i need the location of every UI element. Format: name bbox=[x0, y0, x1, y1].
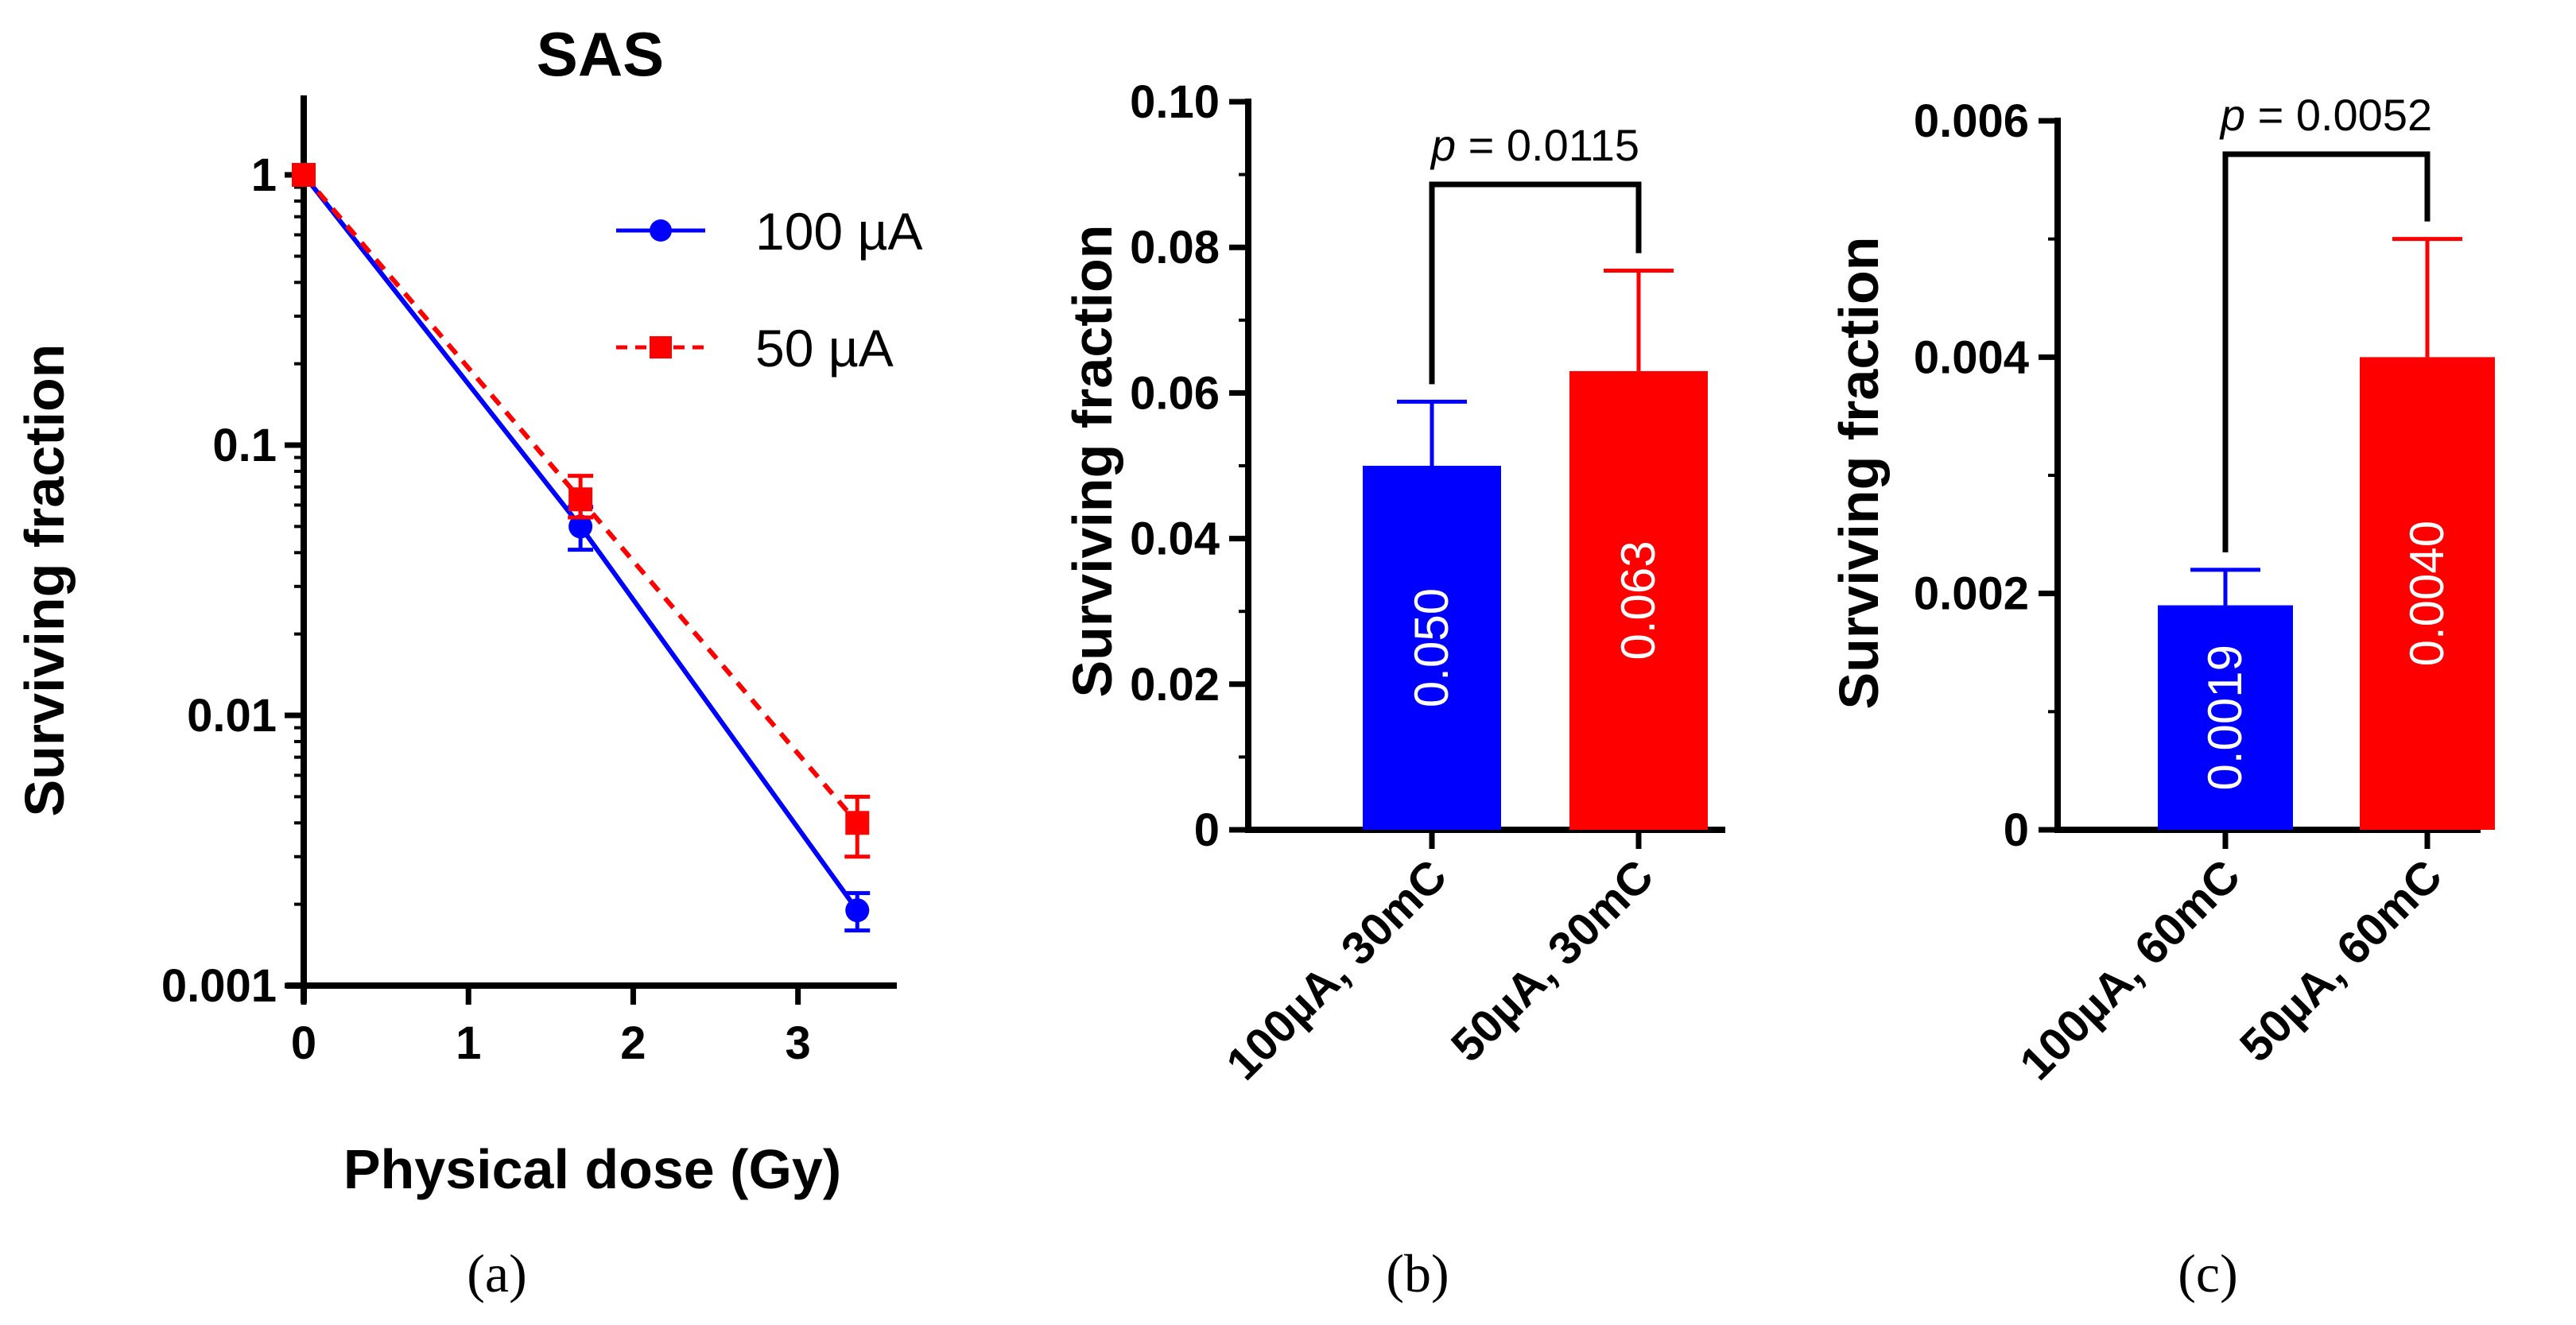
bar-value-label: 0.050 bbox=[1405, 588, 1458, 707]
bar-value-label: 0.0040 bbox=[2400, 521, 2454, 667]
y-tick-label: 0.001 bbox=[161, 960, 277, 1012]
data-point bbox=[568, 514, 593, 539]
data-point bbox=[292, 163, 316, 187]
panel-caption: (a) bbox=[467, 1243, 526, 1304]
y-tick-label: 0.04 bbox=[1130, 513, 1220, 565]
data-point bbox=[845, 811, 870, 835]
y-axis-label: Surviving fraction bbox=[1828, 236, 1890, 709]
y-tick-label: 0 bbox=[1194, 804, 1220, 856]
bar-value-label: 0.063 bbox=[1612, 540, 1665, 660]
legend-label-50ua: 50 µA bbox=[755, 319, 894, 378]
x-tick-label: 50µA, 30mC bbox=[1441, 850, 1663, 1071]
y-tick-label: 0 bbox=[2004, 804, 2029, 856]
legend-label-100ua: 100 µA bbox=[755, 202, 923, 261]
y-tick-label: 0.1 bbox=[212, 420, 277, 471]
bar bbox=[1569, 370, 1708, 830]
data-point bbox=[845, 898, 870, 923]
chart-title: SAS bbox=[537, 19, 664, 89]
y-axis-label: Surviving fraction bbox=[1061, 224, 1123, 697]
bar bbox=[1363, 466, 1501, 830]
bar bbox=[2158, 605, 2293, 830]
p-value-label: p = 0.0115 bbox=[1430, 120, 1639, 170]
significance-bracket bbox=[1429, 181, 1642, 385]
panel-caption: (b) bbox=[1386, 1243, 1449, 1304]
y-tick-label: 0.004 bbox=[1914, 331, 2029, 383]
data-point bbox=[568, 487, 593, 512]
bar-value-label: 0.0019 bbox=[2198, 645, 2252, 791]
legend: 100 µA 50 µA bbox=[616, 202, 923, 378]
p-symbol: p bbox=[2219, 90, 2245, 140]
panel-c-bar-chart: Surviving fraction (c) 0 0.002 0.004 0.006 1… bbox=[1828, 90, 2495, 1304]
panel-caption: (c) bbox=[2178, 1243, 2237, 1304]
x-tick-label: 3 bbox=[786, 1017, 811, 1069]
y-tick-label: 0.002 bbox=[1914, 568, 2029, 620]
p-value-text: = 0.0052 bbox=[2245, 90, 2432, 140]
y-axis-label: Surviving fraction bbox=[14, 343, 76, 816]
panel-b-bar-chart: Surviving fraction (b) 0 0.02 0.04 0.06 0.08… bbox=[1061, 76, 1725, 1304]
x-tick-label: 1 bbox=[456, 1017, 481, 1069]
y-tick-label: 1 bbox=[251, 149, 277, 201]
legend-marker-100ua bbox=[650, 219, 672, 242]
x-tick-label: 2 bbox=[620, 1017, 646, 1069]
significance-bracket bbox=[2222, 151, 2431, 552]
x-tick-label: 100µA, 60mC bbox=[2010, 850, 2250, 1090]
x-tick-label: 0 bbox=[291, 1017, 316, 1069]
y-tick-label: 0.10 bbox=[1130, 76, 1220, 128]
x-axis-label: Physical dose (Gy) bbox=[343, 1138, 841, 1200]
y-tick-label: 0.08 bbox=[1130, 222, 1220, 273]
x-tick-label: 100µA, 30mC bbox=[1216, 850, 1457, 1090]
y-tick-label: 0.06 bbox=[1130, 367, 1220, 419]
y-tick-label: 0.01 bbox=[187, 690, 277, 742]
bar bbox=[2360, 357, 2495, 830]
panel-a-line-chart: SAS Surviving fraction Physical dose (Gy… bbox=[14, 19, 923, 1304]
p-value-label: p = 0.0052 bbox=[2219, 90, 2432, 140]
y-tick-label: 0.02 bbox=[1130, 659, 1220, 711]
p-value-text: = 0.0115 bbox=[1456, 120, 1639, 170]
legend-marker-50ua bbox=[650, 336, 672, 358]
p-symbol: p bbox=[1430, 120, 1456, 170]
y-tick-label: 0.006 bbox=[1914, 95, 2029, 147]
x-tick-label: 50µA, 60mC bbox=[2230, 850, 2452, 1071]
